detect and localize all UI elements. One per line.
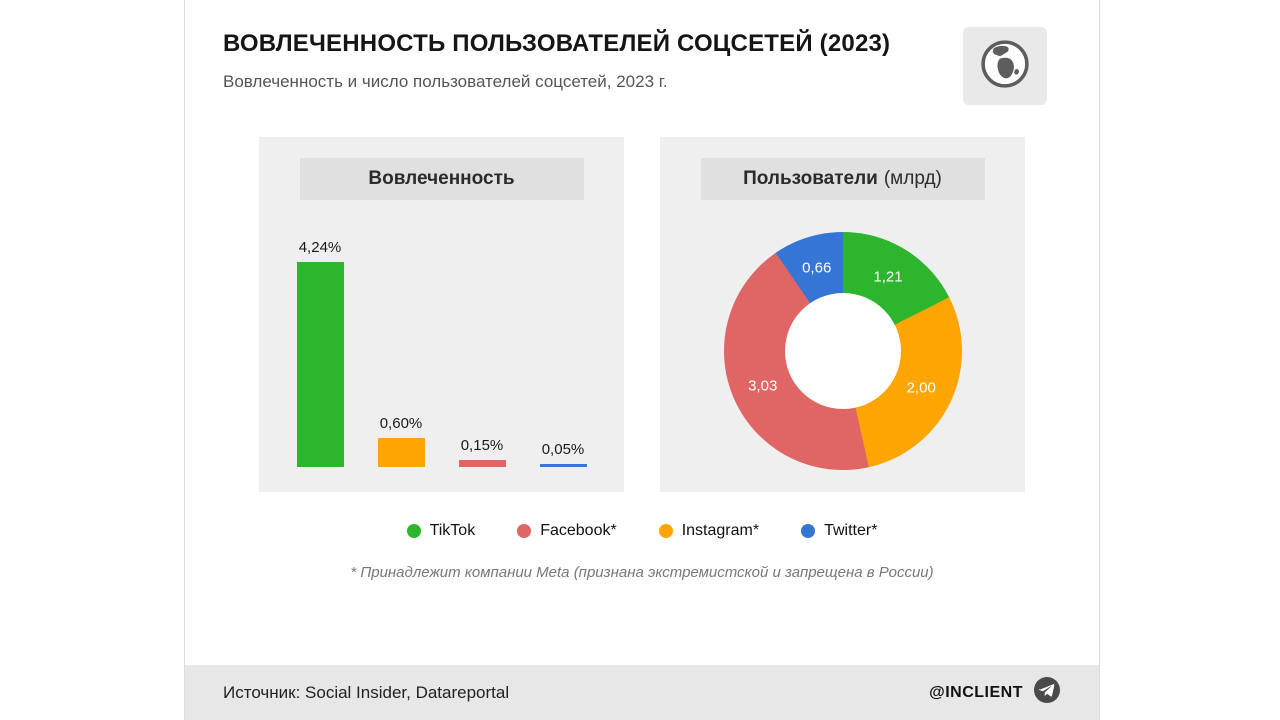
donut-value-label: 1,21	[873, 268, 903, 286]
globe-icon	[977, 36, 1033, 97]
donut-chart: 1,21 2,00 3,03 0,66	[723, 232, 962, 470]
users-title-unit: (млрд)	[883, 168, 942, 189]
bar-value-label: 0,60%	[379, 415, 423, 432]
bar-value-label: 4,24%	[298, 239, 342, 256]
source-text: Источник: Social Insider, Datareportal	[223, 682, 510, 702]
donut-value-label: 3,03	[748, 377, 778, 395]
legend-item-tiktok: TikTok	[406, 522, 476, 540]
page-title: ВОВЛЕЧЕННОСТЬ ПОЛЬЗОВАТЕЛЕЙ СОЦСЕТЕЙ (20…	[223, 30, 891, 57]
legend-label: TikTok	[429, 522, 476, 539]
bar	[296, 262, 344, 467]
page-subtitle: Вовлеченность и число пользователей соцс…	[223, 72, 668, 91]
bar-value-label: 0,15%	[460, 436, 504, 454]
bar-value-label: 0,05%	[541, 441, 585, 458]
bar-group-tiktok: 4,24%	[290, 239, 350, 467]
users-title-text: Пользователи	[743, 168, 878, 189]
meta-footnote: * Принадлежит компании Meta (признана эк…	[350, 564, 934, 581]
bar	[377, 438, 425, 467]
legend-dot	[517, 524, 532, 538]
donut-hole	[784, 293, 901, 409]
donut-value-label: 0,66	[802, 259, 832, 277]
legend-label: Instagram*	[681, 522, 760, 539]
charts-row: Вовлеченность 4,24% 0,60% 0,15% 0,05% Польз…	[185, 137, 1099, 492]
legend-dot	[801, 524, 816, 538]
brand-handle: @INCLIENT	[929, 683, 1023, 701]
users-panel: Пользователи (млрд) 1,21 2,00 3,03 0,66	[660, 137, 1025, 492]
legend-item-instagram: Instagram*	[658, 522, 760, 540]
bar-group-instagram: 0,60%	[371, 415, 431, 467]
bar-chart: 4,24% 0,60% 0,15% 0,05%	[269, 222, 614, 467]
legend-label: Twitter*	[824, 522, 878, 539]
telegram-icon	[1033, 676, 1061, 709]
legend-item-facebook: Facebook*	[517, 522, 617, 540]
brand: @INCLIENT	[929, 676, 1061, 709]
header: ВОВЛЕЧЕННОСТЬ ПОЛЬЗОВАТЕЛЕЙ СОЦСЕТЕЙ (20…	[185, 0, 1099, 105]
bar-group-facebook: 0,15%	[452, 437, 512, 467]
infographic-card: ВОВЛЕЧЕННОСТЬ ПОЛЬЗОВАТЕЛЕЙ СОЦСЕТЕЙ (20…	[184, 0, 1100, 720]
bar	[458, 459, 506, 467]
legend-dot	[406, 524, 421, 538]
logo-box	[963, 27, 1047, 105]
donut-value-label: 2,00	[906, 379, 936, 397]
engagement-panel: Вовлеченность 4,24% 0,60% 0,15% 0,05%	[259, 137, 624, 492]
users-panel-title: Пользователи (млрд)	[700, 158, 985, 200]
bar	[539, 464, 587, 467]
bar-group-twitter: 0,05%	[533, 441, 593, 467]
legend-dot	[658, 524, 673, 538]
engagement-title-text: Вовлеченность	[368, 168, 515, 189]
engagement-panel-title: Вовлеченность	[299, 158, 584, 200]
legend: TikTok Facebook* Instagram* Twitter*	[185, 522, 1099, 540]
footer: Источник: Social Insider, Datareportal @…	[185, 665, 1099, 720]
legend-item-twitter: Twitter*	[801, 522, 877, 540]
legend-label: Facebook*	[540, 522, 617, 539]
